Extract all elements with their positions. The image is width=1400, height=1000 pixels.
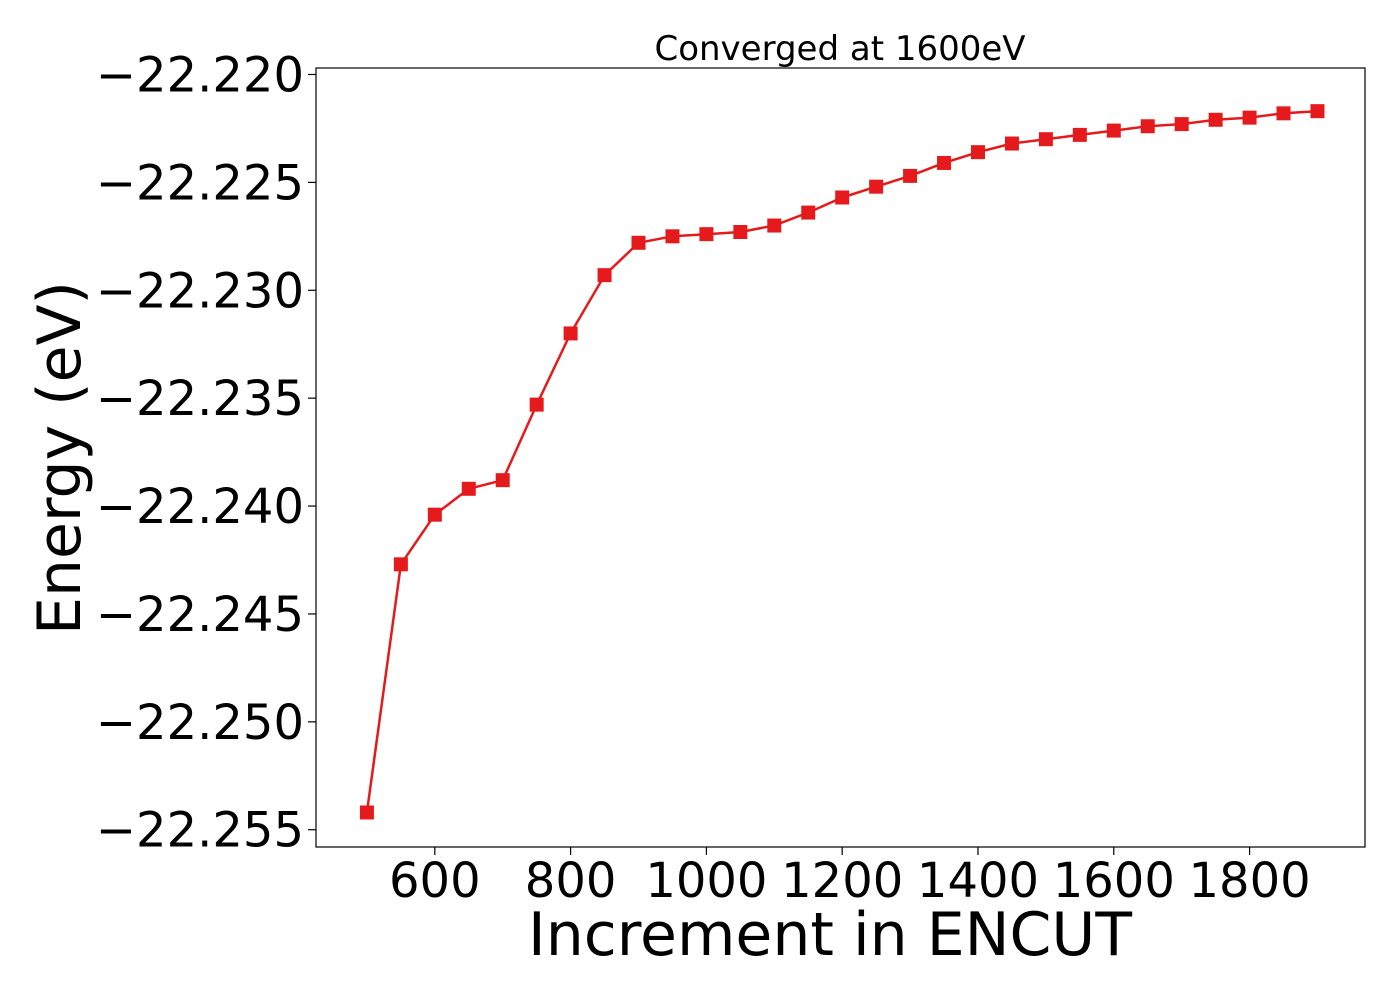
data-point [1208, 112, 1223, 127]
data-point [869, 179, 884, 194]
chart-title: Converged at 1600eV [654, 29, 1025, 69]
data-point [495, 473, 510, 488]
data-point [733, 225, 748, 239]
x-tick-label: 1800 [1188, 853, 1310, 909]
y-tick-label: −22.235 [96, 371, 304, 427]
x-tick-label: 1400 [917, 853, 1039, 909]
y-tick-label: −22.220 [96, 47, 304, 103]
x-tick-label: 800 [525, 853, 617, 909]
data-point [970, 145, 985, 160]
data-point [631, 235, 646, 250]
data-point [563, 326, 578, 341]
data-point [1140, 119, 1155, 134]
data-point [359, 805, 374, 820]
data-point [529, 397, 544, 412]
data-point [1072, 127, 1087, 142]
data-point [427, 507, 442, 522]
data-point [1004, 136, 1019, 151]
y-axis-title: Energy (eV) [25, 281, 95, 635]
data-point [937, 155, 952, 170]
x-tick-label: 1200 [781, 853, 903, 909]
data-point [767, 218, 782, 233]
data-point [1038, 132, 1053, 147]
y-tick-label: −22.250 [96, 695, 304, 751]
x-tick-label: 1000 [645, 853, 767, 909]
x-tick-label: 1600 [1053, 853, 1175, 909]
plot-area: 600 800 1000 1200 1400 1600 1800 −22.220 −22.225… [96, 47, 1366, 909]
data-point [597, 268, 612, 283]
data-point [393, 557, 408, 572]
y-tick-label: −22.240 [96, 479, 304, 535]
data-point [699, 227, 714, 242]
data-point [1242, 110, 1257, 125]
data-point [461, 481, 476, 496]
data-point [1174, 117, 1189, 132]
y-tick-label: −22.230 [96, 263, 304, 319]
y-tick-label: −22.225 [96, 155, 304, 211]
plot-frame [315, 67, 1366, 848]
y-tick-label: −22.255 [96, 803, 304, 859]
data-point [1310, 104, 1325, 119]
x-axis-title: Increment in ENCUT [528, 900, 1132, 970]
data-point [1106, 123, 1121, 138]
data-point [903, 168, 918, 183]
data-point [1276, 106, 1291, 121]
y-tick-label: −22.245 [96, 587, 304, 643]
x-tick-label: 600 [389, 853, 481, 909]
data-point [665, 229, 680, 244]
data-point [835, 190, 850, 205]
data-point [801, 205, 816, 220]
